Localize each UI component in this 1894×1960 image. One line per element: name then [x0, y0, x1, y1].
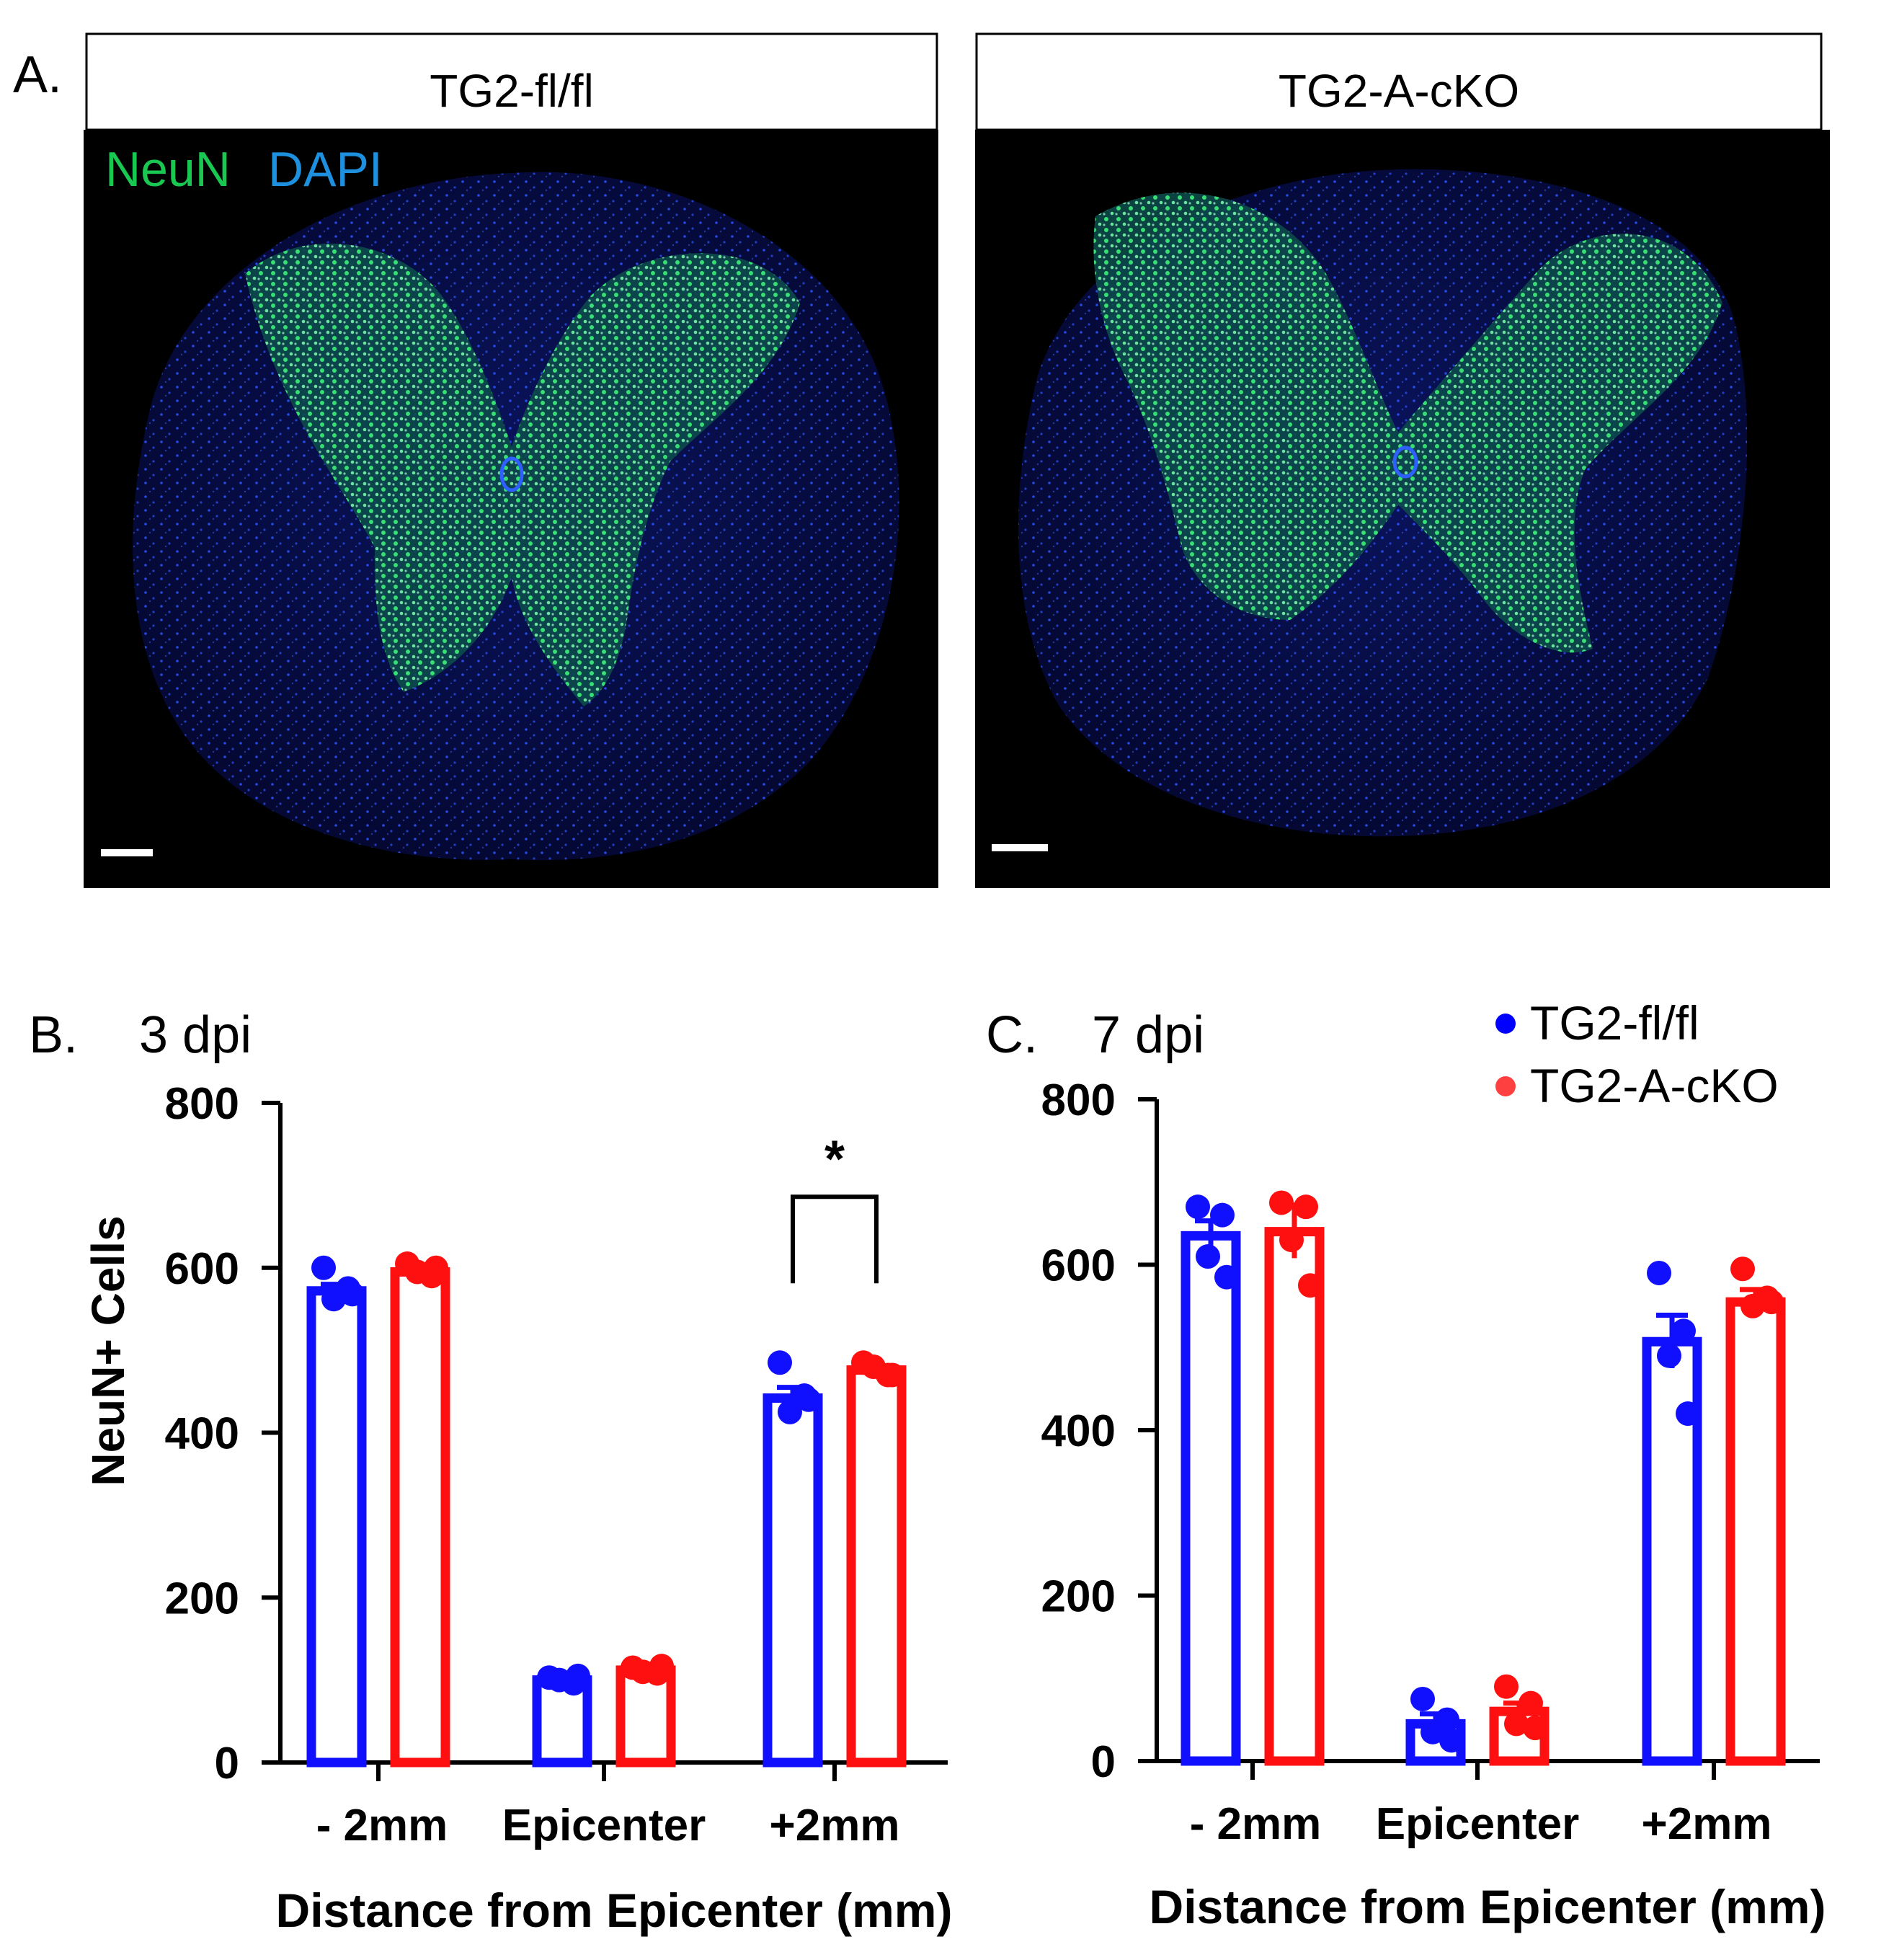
- scale-bar: [101, 849, 153, 856]
- data-point: [1519, 1690, 1543, 1716]
- data-point: [1196, 1244, 1220, 1269]
- central-canal: [499, 456, 524, 492]
- chart-panel-c: C. 7 dpi Distance from Epicenter (mm) 0 2…: [986, 1006, 1826, 1933]
- data-point: [631, 1659, 655, 1685]
- data-point: [1210, 1202, 1235, 1228]
- x-tick-label: +2mm: [1642, 1799, 1772, 1849]
- bar-tg2-flfl: [1181, 1230, 1241, 1766]
- bar-tg2-a-cko: [846, 1365, 907, 1768]
- data-point: [796, 1387, 821, 1412]
- data-point: [649, 1654, 674, 1679]
- data-point: [1676, 1401, 1700, 1427]
- micrograph-header-box: [85, 32, 938, 131]
- bar-tg2-flfl: [763, 1393, 823, 1768]
- y-tick-label: 800: [1041, 1076, 1116, 1125]
- x-tick-label: Epicenter: [1376, 1799, 1580, 1849]
- data-point: [861, 1354, 886, 1379]
- y-tick-label: 200: [165, 1574, 239, 1623]
- y-tick-label: 0: [215, 1739, 239, 1788]
- bar-tg2-flfl: [306, 1286, 367, 1768]
- y-tick-label: 400: [165, 1409, 239, 1459]
- data-point: [424, 1255, 448, 1280]
- data-point: [1269, 1190, 1294, 1215]
- data-point: [1494, 1674, 1519, 1699]
- data-point: [880, 1362, 904, 1388]
- data-point: [311, 1255, 336, 1280]
- legend: TG2-fl/fl TG2-A-cKO: [1495, 996, 1779, 1112]
- neun-cells-layer: [1093, 192, 1722, 653]
- stain-label-dapi: DAPI: [268, 142, 383, 197]
- data-point: [340, 1282, 365, 1307]
- micrograph-header-box: [975, 32, 1823, 131]
- data-point: [1657, 1343, 1681, 1368]
- significance-star: *: [824, 1130, 845, 1188]
- chart-title: 7 dpi: [1092, 1006, 1204, 1064]
- y-axis-label: NeuN+ Cells: [82, 1215, 134, 1486]
- data-point: [566, 1663, 590, 1688]
- x-axis-label: Distance from Epicenter (mm): [276, 1884, 953, 1937]
- legend-label-tg2-flfl: TG2-fl/fl: [1530, 996, 1699, 1050]
- x-tick-label: +2mm: [770, 1801, 900, 1850]
- data-point: [1410, 1686, 1435, 1711]
- panel-a: A. TG2-fl/fl NeuN DAPI TG2-A-cKO: [13, 32, 1830, 888]
- plot-area: 0 200 400 600 800 - 2mm Epicenter +2mm *: [165, 1079, 948, 1850]
- data-point: [1523, 1716, 1547, 1741]
- data-point: [1214, 1264, 1239, 1290]
- data-point: [778, 1399, 802, 1424]
- chart-panel-letter: B.: [29, 1006, 78, 1064]
- micrograph-header-label: TG2-fl/fl: [430, 65, 594, 117]
- legend-marker-tg2-flfl: [1495, 1014, 1516, 1034]
- micrograph-tg2-a-cko: TG2-A-cKO: [975, 32, 1830, 888]
- panel-a-letter: A.: [13, 46, 62, 104]
- data-point: [1740, 1293, 1765, 1318]
- data-point: [1186, 1194, 1210, 1220]
- chart-title: 3 dpi: [139, 1006, 252, 1064]
- micrograph-tg2-flfl: TG2-fl/fl NeuN DAPI: [84, 32, 938, 888]
- data-point: [321, 1287, 346, 1312]
- y-tick-label: 0: [1091, 1737, 1116, 1787]
- legend-marker-tg2-a-cko: [1495, 1076, 1516, 1096]
- stain-label-neun: NeuN: [105, 142, 231, 197]
- data-point: [1671, 1318, 1696, 1344]
- data-point: [1504, 1711, 1529, 1737]
- data-point: [1279, 1228, 1304, 1253]
- x-tick-label: - 2mm: [1190, 1799, 1322, 1849]
- data-point: [1647, 1260, 1671, 1285]
- y-tick-label: 600: [1041, 1241, 1116, 1291]
- plot-area: 0 200 400 600 800 - 2mm Epicenter +2mm: [1041, 1076, 1820, 1849]
- chart-panel-letter: C.: [986, 1006, 1038, 1064]
- micrograph-header-label: TG2-A-cKO: [1279, 65, 1519, 117]
- y-tick-label: 600: [165, 1244, 239, 1294]
- central-canal: [1392, 445, 1418, 479]
- y-tick-label: 800: [165, 1079, 239, 1129]
- data-point: [1420, 1719, 1445, 1744]
- x-tick-label: - 2mm: [316, 1801, 448, 1850]
- bar-tg2-a-cko: [1264, 1227, 1325, 1766]
- scale-bar: [992, 844, 1048, 851]
- x-axis-label: Distance from Epicenter (mm): [1150, 1880, 1826, 1933]
- bar-tg2-a-cko: [1725, 1297, 1786, 1766]
- significance-bracket: [791, 1194, 879, 1284]
- data-point: [405, 1259, 430, 1285]
- y-tick-label: 200: [1041, 1572, 1116, 1622]
- x-tick-label: Epicenter: [502, 1801, 706, 1850]
- y-tick-label: 400: [1041, 1406, 1116, 1456]
- legend-label-tg2-a-cko: TG2-A-cKO: [1530, 1059, 1779, 1112]
- data-point: [1298, 1273, 1322, 1298]
- data-point: [1294, 1194, 1318, 1220]
- data-point: [768, 1350, 792, 1375]
- chart-panel-b: B. 3 dpi NeuN+ Cells Distance from Epice…: [29, 1006, 952, 1937]
- data-point: [1439, 1728, 1464, 1753]
- data-point: [1730, 1256, 1755, 1282]
- data-point: [1759, 1290, 1784, 1315]
- bar-tg2-a-cko: [390, 1267, 450, 1768]
- data-point: [547, 1667, 572, 1693]
